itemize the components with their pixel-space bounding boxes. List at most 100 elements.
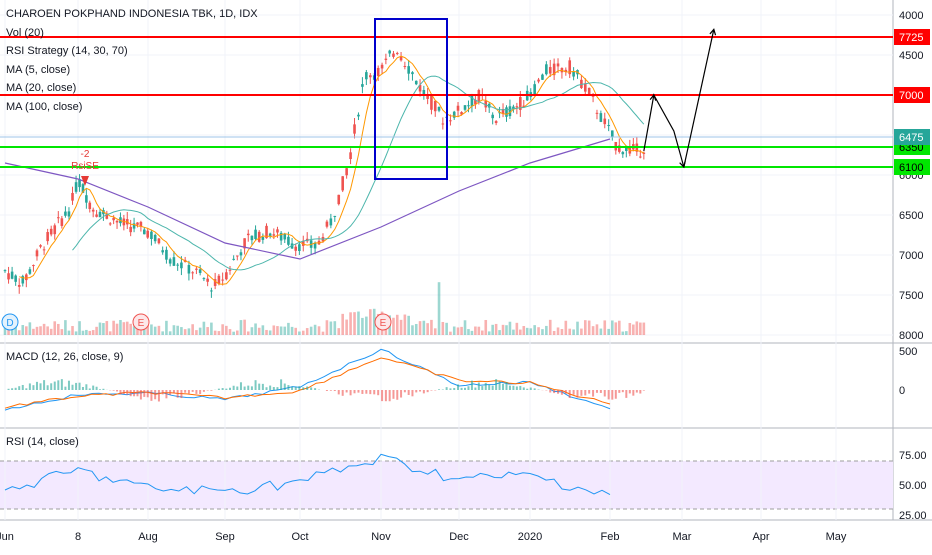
macd-histogram-bar xyxy=(516,386,518,390)
volume-bar xyxy=(195,330,198,335)
indicator-ma100[interactable]: MA (100, close) xyxy=(6,98,258,117)
volume-bar xyxy=(116,324,119,335)
macd-histogram-bar xyxy=(218,389,220,390)
macd-histogram-bar xyxy=(526,389,528,390)
macd-histogram-bar xyxy=(180,390,182,398)
volume-bar xyxy=(188,328,191,335)
volume-bar xyxy=(438,282,441,335)
candle-body xyxy=(61,218,64,226)
macd-histogram-bar xyxy=(72,385,74,390)
indicator-rsi-strategy[interactable]: RSI Strategy (14, 30, 70) xyxy=(6,42,258,61)
indicator-ma5[interactable]: MA (5, close) xyxy=(6,61,258,80)
macd-histogram-bar xyxy=(449,388,451,390)
candle-body xyxy=(457,106,460,111)
volume-bar xyxy=(112,321,115,335)
candle-body xyxy=(438,107,441,111)
candle-body xyxy=(287,237,290,245)
volume-bar xyxy=(330,322,333,335)
macd-histogram-bar xyxy=(188,390,190,394)
volume-bar xyxy=(106,321,109,335)
macd-histogram-bar xyxy=(499,381,501,390)
volume-bar xyxy=(481,331,484,335)
macd-histogram-bar xyxy=(99,389,101,390)
macd-histogram-bar xyxy=(314,388,316,390)
time-tick-label: Mar xyxy=(673,531,692,543)
candle-body xyxy=(361,84,364,87)
indicator-ma20[interactable]: MA (20, close) xyxy=(6,79,258,98)
macd-histogram-bar xyxy=(113,390,115,391)
volume-bar xyxy=(502,325,505,335)
rsi-title[interactable]: RSI (14, close) xyxy=(6,436,79,448)
macd-histogram-bar xyxy=(295,387,297,390)
volume-bar xyxy=(572,329,575,335)
macd-histogram-bar xyxy=(404,390,406,392)
macd-histogram-bar xyxy=(622,390,624,392)
volume-bar xyxy=(611,320,614,335)
price-tick-label: 6500 xyxy=(899,210,923,222)
macd-histogram-bar xyxy=(569,390,571,398)
volume-bar xyxy=(423,321,426,335)
candle-body xyxy=(411,72,414,74)
candle-body xyxy=(353,124,356,133)
candle-body xyxy=(199,269,202,273)
event-marker-label: D xyxy=(6,318,13,329)
volume-bar xyxy=(262,325,265,335)
candle-body xyxy=(191,272,194,273)
candle-body xyxy=(495,121,498,123)
candle-body xyxy=(388,51,391,54)
volume-bar xyxy=(221,324,224,335)
volume-bar xyxy=(419,321,422,335)
macd-histogram-bar xyxy=(32,385,34,390)
volume-bar xyxy=(247,331,250,335)
macd-histogram-bar xyxy=(565,390,567,394)
candle-body xyxy=(330,218,333,225)
volume-bar xyxy=(43,324,46,335)
volume-bar xyxy=(210,323,213,335)
candle-body xyxy=(491,115,494,118)
candle-body xyxy=(273,234,276,235)
macd-histogram-bar xyxy=(11,388,13,390)
legend: CHAROEN POKPHAND INDONESIA TBK, 1D, IDX … xyxy=(6,5,258,116)
indicator-vol[interactable]: Vol (20) xyxy=(6,24,258,43)
candle-body xyxy=(596,113,599,114)
volume-bar xyxy=(214,331,217,335)
volume-bar xyxy=(584,320,587,335)
macd-histogram-bar xyxy=(18,386,20,390)
macd-histogram-bar xyxy=(102,389,104,390)
volume-bar xyxy=(516,323,519,335)
macd-histogram-bar xyxy=(580,390,582,396)
macd-histogram-bar xyxy=(488,385,490,390)
volume-bar xyxy=(396,315,399,335)
macd-histogram-bar xyxy=(287,385,289,390)
macd-histogram-bar xyxy=(512,386,514,390)
macd-tick-label: 0 xyxy=(899,385,905,397)
macd-tick-label: 500 xyxy=(899,346,917,358)
volume-bar xyxy=(426,323,429,335)
volume-bar xyxy=(75,331,78,335)
macd-histogram-bar xyxy=(381,390,383,401)
macd-histogram-bar xyxy=(553,390,555,393)
macd-title[interactable]: MACD (12, 26, close, 9) xyxy=(6,351,123,363)
candle-body xyxy=(206,279,209,282)
rsi-band xyxy=(0,461,893,509)
macd-histogram-bar xyxy=(625,390,627,398)
volume-bar xyxy=(541,329,544,335)
macd-histogram-bar xyxy=(561,390,563,395)
candle-body xyxy=(357,115,360,117)
candle-body xyxy=(29,269,32,274)
volume-bar xyxy=(85,330,88,335)
macd-histogram-bar xyxy=(588,390,590,394)
volume-bar xyxy=(258,328,261,335)
candle-body xyxy=(136,222,139,224)
volume-bar xyxy=(314,325,317,335)
macd-histogram-bar xyxy=(130,390,132,396)
macd-histogram-bar xyxy=(173,390,175,393)
volume-bar xyxy=(618,321,621,335)
price-tick-label: 8000 xyxy=(899,330,923,342)
macd-histogram-bar xyxy=(79,383,81,390)
macd-histogram-bar xyxy=(485,383,487,390)
candle-body xyxy=(449,120,452,121)
candle-body xyxy=(600,113,603,122)
volume-bar xyxy=(445,323,448,335)
